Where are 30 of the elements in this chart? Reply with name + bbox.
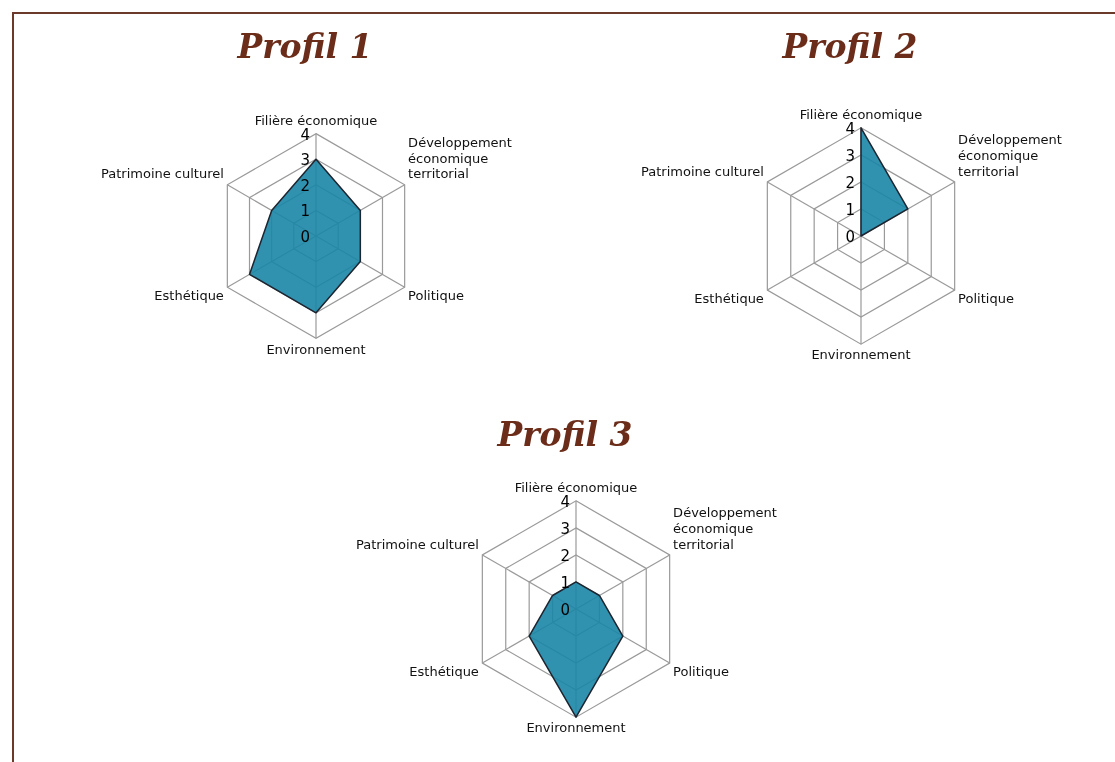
chart-title: Profil 3 (495, 414, 634, 456)
spoke-label: Environnement (266, 341, 366, 357)
spoke-label: Développement économique territorial (673, 505, 777, 552)
spoke-label: Esthétique (154, 288, 224, 304)
y-tick-label: 3 (560, 519, 570, 538)
chart-title: Profil 2 (780, 26, 919, 68)
y-tick-label: 0 (560, 600, 570, 619)
spoke-label: Patrimoine culturel (355, 536, 479, 552)
spoke-label: Environnement (811, 347, 911, 363)
y-tick-label: 2 (560, 546, 570, 565)
spoke-label: Patrimoine culturel (100, 166, 224, 182)
spoke-label: Environnement (526, 720, 626, 736)
y-tick-label: 1 (845, 200, 855, 219)
spoke-label: Esthétique (409, 664, 479, 680)
y-tick-label: 3 (300, 151, 310, 170)
y-tick-label: 2 (845, 173, 855, 192)
spoke-label: Patrimoine culturel (640, 163, 764, 179)
y-tick-label: 0 (845, 227, 855, 246)
spoke-label: Politique (673, 664, 729, 680)
spoke-label: Développement économique territorial (958, 132, 1062, 179)
y-tick-label: 3 (845, 146, 855, 165)
y-tick-label: 2 (300, 176, 310, 195)
spoke-label: Politique (958, 291, 1014, 307)
spoke-label: Esthétique (694, 291, 764, 307)
spoke-label: Politique (408, 288, 464, 304)
spoke-label: Développement économique territorial (408, 135, 512, 182)
y-tick-label: 1 (300, 202, 310, 221)
y-tick-label: 0 (300, 227, 310, 246)
chart-title: Profil 1 (235, 26, 374, 68)
y-tick-label: 1 (560, 573, 570, 592)
